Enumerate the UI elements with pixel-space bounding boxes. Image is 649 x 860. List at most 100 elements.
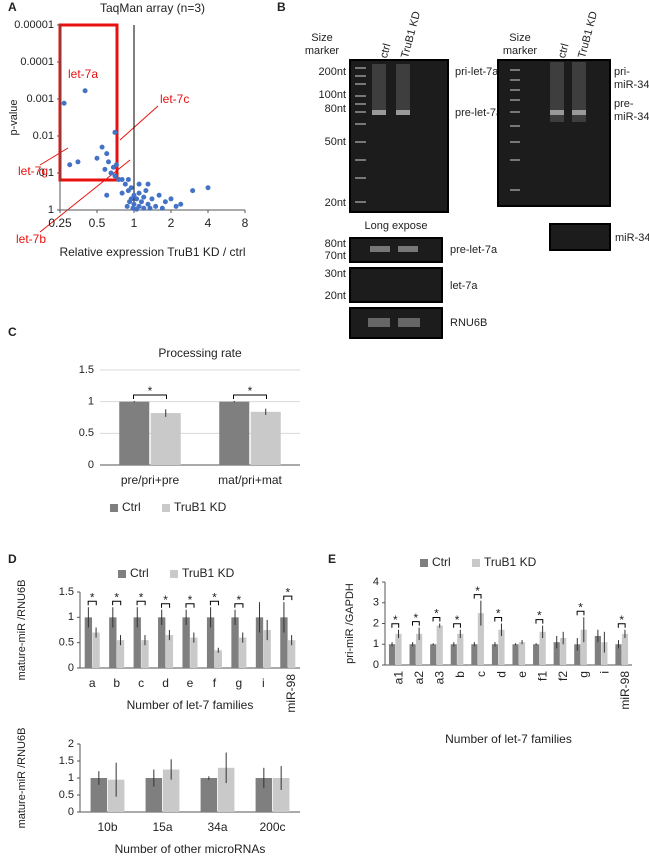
- x-tick-label: c: [138, 676, 144, 690]
- band-label: miR-34a: [614, 111, 649, 123]
- significance-bracket: [494, 617, 503, 622]
- significance-label: *: [148, 384, 153, 398]
- bar: [430, 644, 437, 665]
- lane-smear: [550, 62, 564, 122]
- significance-bracket: [473, 594, 482, 599]
- y-tick-label: 3: [373, 597, 379, 609]
- annotation-line: [119, 105, 159, 141]
- bar: [416, 633, 423, 665]
- bar: [214, 650, 222, 668]
- point: [156, 192, 162, 198]
- band: [572, 110, 586, 115]
- bar: [457, 633, 464, 665]
- x-tick-label: pre/pri+pre: [121, 473, 180, 487]
- y-tick-label: 1: [68, 772, 74, 784]
- bar: [182, 617, 190, 668]
- x-tick-label: c: [474, 671, 488, 677]
- bar: [395, 633, 402, 665]
- legend-label: TruB1 KD: [182, 566, 235, 580]
- band: [372, 110, 386, 115]
- x-tick-label: 0.25: [48, 216, 72, 230]
- significance-bracket: [161, 603, 171, 608]
- point: [113, 162, 119, 168]
- significance-bracket: [576, 610, 585, 616]
- significance-label: *: [114, 590, 119, 604]
- point: [116, 177, 122, 183]
- bar: [287, 640, 296, 668]
- x-tick-label: i: [262, 676, 265, 690]
- y-tick-label: 0: [68, 806, 74, 818]
- x-tick-label: d: [162, 676, 169, 690]
- significance-label: *: [163, 593, 168, 607]
- point: [82, 88, 88, 94]
- point: [105, 159, 111, 165]
- significance-bracket: [535, 619, 544, 624]
- bar: [594, 635, 601, 665]
- y-tick-label: 0.1: [39, 167, 54, 179]
- x-tick-label: mat/pri+mat: [218, 473, 282, 487]
- bar: [560, 638, 567, 665]
- point: [131, 201, 137, 207]
- bar: [165, 635, 174, 668]
- bar: [533, 644, 540, 665]
- legend-swatch: [420, 559, 428, 567]
- point: [104, 151, 110, 157]
- point: [122, 181, 128, 187]
- band-label: pre-let-7a: [455, 107, 503, 119]
- y-tick-label: 0.0001: [20, 56, 54, 68]
- x-tick-label: f: [213, 676, 217, 690]
- point: [173, 203, 179, 209]
- significance-bracket: [234, 603, 244, 608]
- band-label: pri-: [614, 66, 630, 78]
- x-tick-label: a2: [412, 671, 426, 685]
- point: [138, 199, 144, 205]
- point: [168, 196, 174, 202]
- annotation: let-7g: [18, 164, 48, 178]
- y-tick-label: 4: [373, 576, 379, 588]
- x-tick-label: miR-98: [284, 674, 298, 713]
- significance-bracket: [411, 621, 420, 626]
- band: [398, 246, 418, 252]
- x-axis-label: Relative expression TruB1 KD / ctrl: [59, 245, 245, 259]
- significance-bracket: [112, 600, 122, 606]
- point: [94, 155, 100, 161]
- point: [136, 190, 142, 196]
- point: [153, 203, 159, 209]
- annotation-line: [39, 147, 69, 166]
- y-tick-label: 0: [88, 459, 94, 471]
- significance-bracket: [87, 600, 97, 606]
- column-label: Size: [311, 32, 332, 44]
- bar: [231, 617, 239, 668]
- y-tick-label: 1: [373, 638, 379, 650]
- blot-image: [349, 307, 443, 339]
- panel-label: E: [328, 552, 336, 566]
- point: [125, 177, 131, 183]
- column-label: marker: [305, 45, 340, 57]
- bar: [498, 629, 505, 665]
- band: [550, 110, 564, 115]
- significance-label: *: [237, 593, 242, 607]
- column-label: ctrl: [556, 42, 571, 59]
- blot-right: Size marker ctrl TruB1 KD pri- miR-34a p…: [497, 10, 649, 251]
- x-tick-label: g: [577, 671, 591, 678]
- significance-bracket: [209, 600, 219, 606]
- significance-label: *: [414, 611, 419, 625]
- point: [119, 177, 125, 183]
- y-tick-label: 2: [68, 738, 74, 750]
- point: [145, 181, 151, 187]
- legend-label: Ctrl: [122, 500, 141, 514]
- significance-label: *: [619, 613, 624, 627]
- significance-bracket: [453, 623, 461, 628]
- bar: [141, 640, 149, 668]
- blot-image: [349, 267, 443, 303]
- significance-label: *: [212, 590, 217, 604]
- y-tick-label: 0.5: [79, 427, 94, 439]
- bar: [471, 644, 478, 665]
- annotation-line: [39, 159, 131, 233]
- point: [124, 203, 130, 209]
- blot-left: Size marker ctrl TruB1 KD 200nt 100nt 80…: [305, 10, 503, 339]
- band-label: miR-34a: [615, 232, 649, 244]
- y-tick-label: 0.5: [59, 637, 74, 649]
- point: [159, 205, 165, 211]
